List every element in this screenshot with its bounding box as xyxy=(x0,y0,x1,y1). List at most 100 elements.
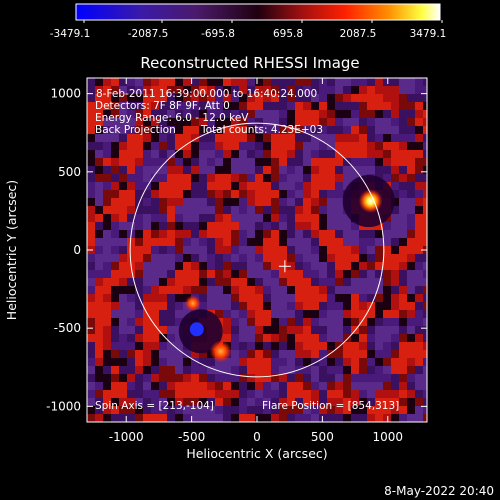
image-pixel xyxy=(183,182,192,191)
image-pixel xyxy=(183,246,192,255)
image-pixel xyxy=(183,78,192,87)
image-pixel xyxy=(103,318,112,327)
image-pixel xyxy=(279,182,288,191)
image-pixel xyxy=(407,198,416,207)
image-pixel xyxy=(351,342,360,351)
image-pixel xyxy=(383,262,392,271)
image-pixel xyxy=(191,246,200,255)
image-pixel xyxy=(327,118,336,127)
image-pixel xyxy=(231,246,240,255)
image-pixel xyxy=(127,150,136,159)
image-pixel xyxy=(407,150,416,159)
image-pixel xyxy=(239,190,248,199)
image-pixel xyxy=(175,406,184,415)
image-pixel xyxy=(255,86,264,95)
image-pixel xyxy=(415,286,424,295)
image-pixel xyxy=(207,166,216,175)
image-pixel xyxy=(335,358,344,367)
image-pixel xyxy=(167,414,176,422)
image-pixel xyxy=(367,158,376,167)
image-pixel xyxy=(303,326,312,335)
image-pixel xyxy=(391,230,400,239)
image-pixel xyxy=(151,166,160,175)
image-pixel xyxy=(167,102,176,111)
image-pixel xyxy=(103,398,112,407)
image-pixel xyxy=(191,94,200,103)
image-pixel xyxy=(183,102,192,111)
image-pixel xyxy=(359,254,368,263)
image-pixel xyxy=(295,222,304,231)
image-pixel xyxy=(383,222,392,231)
image-pixel xyxy=(407,142,416,151)
image-pixel xyxy=(231,374,240,383)
image-pixel xyxy=(279,270,288,279)
image-pixel xyxy=(327,134,336,143)
image-pixel xyxy=(167,246,176,255)
image-pixel xyxy=(183,222,192,231)
image-pixel xyxy=(87,182,96,191)
image-pixel xyxy=(159,398,168,407)
image-pixel xyxy=(351,110,360,119)
image-pixel xyxy=(407,182,416,191)
image-pixel xyxy=(335,86,344,95)
image-pixel xyxy=(119,222,128,231)
image-pixel xyxy=(319,286,328,295)
image-pixel xyxy=(239,78,248,87)
image-pixel xyxy=(279,406,288,415)
image-pixel xyxy=(271,278,280,287)
image-pixel xyxy=(151,246,160,255)
image-pixel xyxy=(183,174,192,183)
image-pixel xyxy=(423,142,427,151)
image-pixel xyxy=(303,398,312,407)
image-pixel xyxy=(415,294,424,303)
image-pixel xyxy=(127,294,136,303)
image-pixel xyxy=(359,94,368,103)
image-pixel xyxy=(183,390,192,399)
image-pixel xyxy=(127,254,136,263)
image-pixel xyxy=(383,278,392,287)
image-pixel xyxy=(303,238,312,247)
image-pixel xyxy=(311,310,320,319)
image-pixel xyxy=(95,150,104,159)
image-pixel xyxy=(247,278,256,287)
image-pixel xyxy=(415,262,424,271)
x-tick-label: 500 xyxy=(311,430,334,444)
image-pixel xyxy=(335,310,344,319)
image-pixel xyxy=(199,302,208,311)
image-pixel xyxy=(399,142,408,151)
image-pixel xyxy=(271,166,280,175)
image-pixel xyxy=(87,278,96,287)
image-pixel xyxy=(223,334,232,343)
image-pixel xyxy=(191,414,200,422)
image-pixel xyxy=(151,142,160,151)
image-pixel xyxy=(383,382,392,391)
image-pixel xyxy=(119,214,128,223)
image-pixel xyxy=(375,374,384,383)
image-pixel xyxy=(287,222,296,231)
image-pixel xyxy=(207,126,216,135)
image-pixel xyxy=(351,78,360,87)
image-pixel xyxy=(191,158,200,167)
image-pixel xyxy=(111,150,120,159)
image-pixel xyxy=(343,262,352,271)
image-pixel xyxy=(239,86,248,95)
image-pixel xyxy=(375,318,384,327)
image-pixel xyxy=(103,166,112,175)
image-pixel xyxy=(415,214,424,223)
image-pixel xyxy=(247,254,256,263)
image-pixel xyxy=(95,310,104,319)
image-pixel xyxy=(159,278,168,287)
image-pixel xyxy=(415,414,424,422)
image-pixel xyxy=(151,262,160,271)
image-pixel xyxy=(207,262,216,271)
image-pixel xyxy=(415,166,424,175)
image-pixel xyxy=(391,374,400,383)
image-pixel xyxy=(223,206,232,215)
image-pixel xyxy=(295,366,304,375)
image-pixel xyxy=(359,342,368,351)
image-pixel xyxy=(383,110,392,119)
image-pixel xyxy=(151,190,160,199)
image-pixel xyxy=(143,390,152,399)
image-pixel xyxy=(423,414,427,422)
